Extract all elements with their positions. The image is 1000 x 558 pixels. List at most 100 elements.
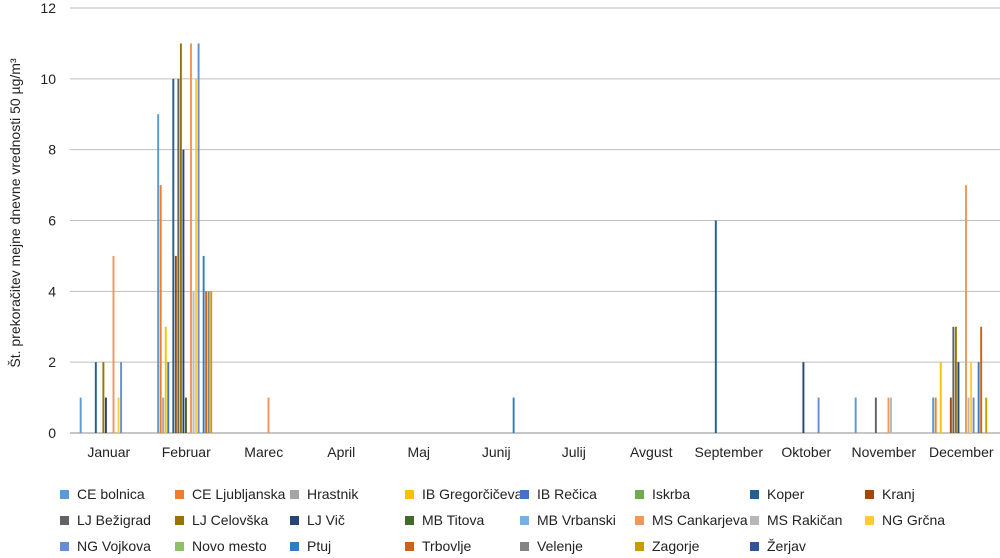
legend-swatch [175, 489, 184, 499]
bar [174, 255, 177, 433]
legend-label: CE Ljubljanska [192, 486, 286, 502]
legend-item: NG Grčna [865, 510, 980, 530]
x-tick-label: November [851, 444, 916, 460]
bar [94, 362, 97, 433]
bar [167, 362, 170, 433]
legend-swatch [520, 515, 529, 525]
y-tick-label: 6 [48, 213, 56, 229]
bar [967, 397, 970, 433]
legend-item: LJ Celovška [175, 510, 290, 530]
legend-item: LJ Bežigrad [60, 510, 175, 530]
x-tick-label: Junij [482, 444, 511, 460]
legend-item: MS Cankarjeva [635, 510, 750, 530]
legend-label: MS Cankarjeva [652, 512, 748, 528]
bar [985, 397, 988, 433]
x-tick-label: Februar [162, 444, 211, 460]
legend-item: IB Gregorčičeva [405, 484, 522, 504]
gridlines [70, 7, 1000, 434]
bar [79, 397, 82, 433]
x-tick-label: December [929, 444, 994, 460]
legend-label: MS Rakičan [767, 512, 843, 528]
legend-swatch [290, 541, 299, 551]
legend-item: Žerjav [750, 536, 865, 556]
legend-item: Novo mesto [175, 536, 290, 556]
x-tick-label: Julij [562, 444, 586, 460]
legend-swatch [635, 489, 644, 499]
bar [965, 185, 967, 433]
y-axis-ticks: 0 2 4 6 8 10 12 [40, 0, 56, 441]
legend-item: Trbovlje [405, 536, 520, 556]
x-axis-ticks: Januar Februar Marec April Maj Junij Julij Avgu… [87, 444, 994, 460]
bar [177, 78, 180, 433]
bar [874, 397, 877, 433]
bar [887, 397, 890, 433]
legend-swatch [175, 541, 184, 551]
bar [932, 397, 935, 433]
bar [210, 291, 213, 433]
legend-item: Koper [750, 484, 865, 504]
legend-item: NG Vojkova [60, 536, 175, 556]
legend-label: Trbovlje [422, 538, 472, 554]
legend-label: Žerjav [767, 538, 806, 554]
bar [117, 397, 120, 433]
bar [164, 326, 167, 433]
legend-swatch [60, 541, 69, 551]
bar [970, 362, 973, 433]
bar [159, 185, 162, 433]
legend-swatch [520, 541, 529, 551]
bar [267, 397, 270, 433]
legend: CE bolnica CE Ljubljanska Hrastnik IB Grego… [60, 484, 980, 556]
bar [817, 397, 820, 433]
legend-swatch [750, 541, 759, 551]
legend-label: Zagorje [652, 538, 700, 554]
legend-item: Iskrba [635, 484, 750, 504]
legend-swatch [865, 489, 874, 499]
bar [939, 362, 942, 433]
legend-label: NG Vojkova [77, 538, 151, 554]
legend-swatch [865, 515, 874, 525]
bar [162, 397, 165, 433]
legend-item: Zagorje [635, 536, 750, 556]
legend-label: Hrastnik [307, 486, 359, 502]
legend-label: MB Vrbanski [537, 512, 616, 528]
bar [949, 397, 952, 433]
bar [972, 397, 975, 433]
x-tick-label: September [695, 444, 764, 460]
legend-item: CE Ljubljanska [175, 484, 290, 504]
legend-item: Ptuj [290, 536, 405, 556]
y-tick-label: 8 [48, 142, 56, 158]
bar [202, 255, 205, 433]
bar [954, 326, 957, 433]
bar [157, 114, 160, 433]
bar [952, 326, 955, 433]
legend-swatch [750, 515, 759, 525]
legend-item: LJ Vič [290, 510, 405, 530]
bar [957, 362, 960, 433]
legend-swatch [290, 489, 299, 499]
legend-item: CE bolnica [60, 484, 175, 504]
legend-item: Hrastnik [290, 484, 405, 504]
x-tick-label: April [327, 444, 355, 460]
legend-item: MB Titova [405, 510, 520, 530]
bar [802, 362, 805, 433]
legend-item: Velenje [520, 536, 635, 556]
bar [980, 326, 983, 433]
legend-swatch [750, 489, 759, 499]
legend-item: MS Rakičan [750, 510, 865, 530]
y-tick-label: 0 [48, 425, 56, 441]
y-tick-label: 2 [48, 354, 56, 370]
bar [179, 43, 182, 434]
bar [195, 78, 198, 433]
legend-label: Iskrba [652, 486, 691, 502]
legend-label: Velenje [537, 538, 583, 554]
legend-label: Koper [767, 486, 805, 502]
x-tick-label: Marec [244, 444, 283, 460]
bar [934, 397, 937, 433]
bar [207, 291, 210, 433]
legend-label: Kranj [882, 486, 915, 502]
bar [512, 397, 515, 433]
bars [79, 43, 988, 434]
bar [112, 255, 115, 433]
bar [120, 362, 123, 433]
